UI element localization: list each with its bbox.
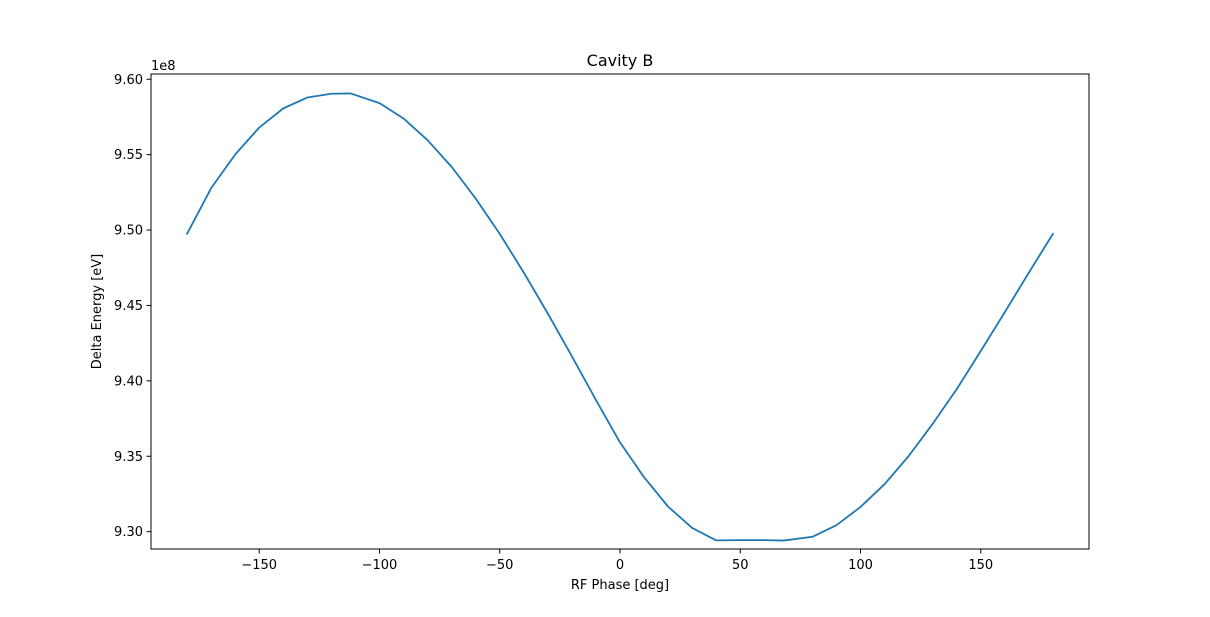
x-tick-label: 0 [616,558,624,573]
y-tick-label: 9.55 [114,148,143,163]
y-tick-label: 9.45 [114,299,143,314]
y-axis-label: Delta Energy [eV] [90,254,105,370]
x-tick-label: −100 [362,558,398,573]
y-tick-label: 9.60 [114,73,143,88]
axes: −150 −100 −50 0 50 100 150 9.30 9.35 9.40 9.45 9.50… [114,73,1090,573]
x-tick-label: 50 [732,558,749,573]
x-tick-label: 150 [968,558,993,573]
plot-area [186,92,1054,542]
x-axis-label: RF Phase [deg] [571,578,669,593]
series-line-0 [186,92,1054,542]
y-tick-label: 9.35 [114,450,143,465]
y-tick-label: 9.50 [114,224,143,239]
x-tick-label: −50 [486,558,513,573]
x-tick-label: −150 [241,558,277,573]
x-tick-label: 100 [848,558,873,573]
y-tick-label: 9.30 [114,525,143,540]
y-axis-offset-label: 1e8 [151,59,176,74]
chart-title: Cavity B [587,51,654,70]
y-tick-label: 9.40 [114,374,143,389]
